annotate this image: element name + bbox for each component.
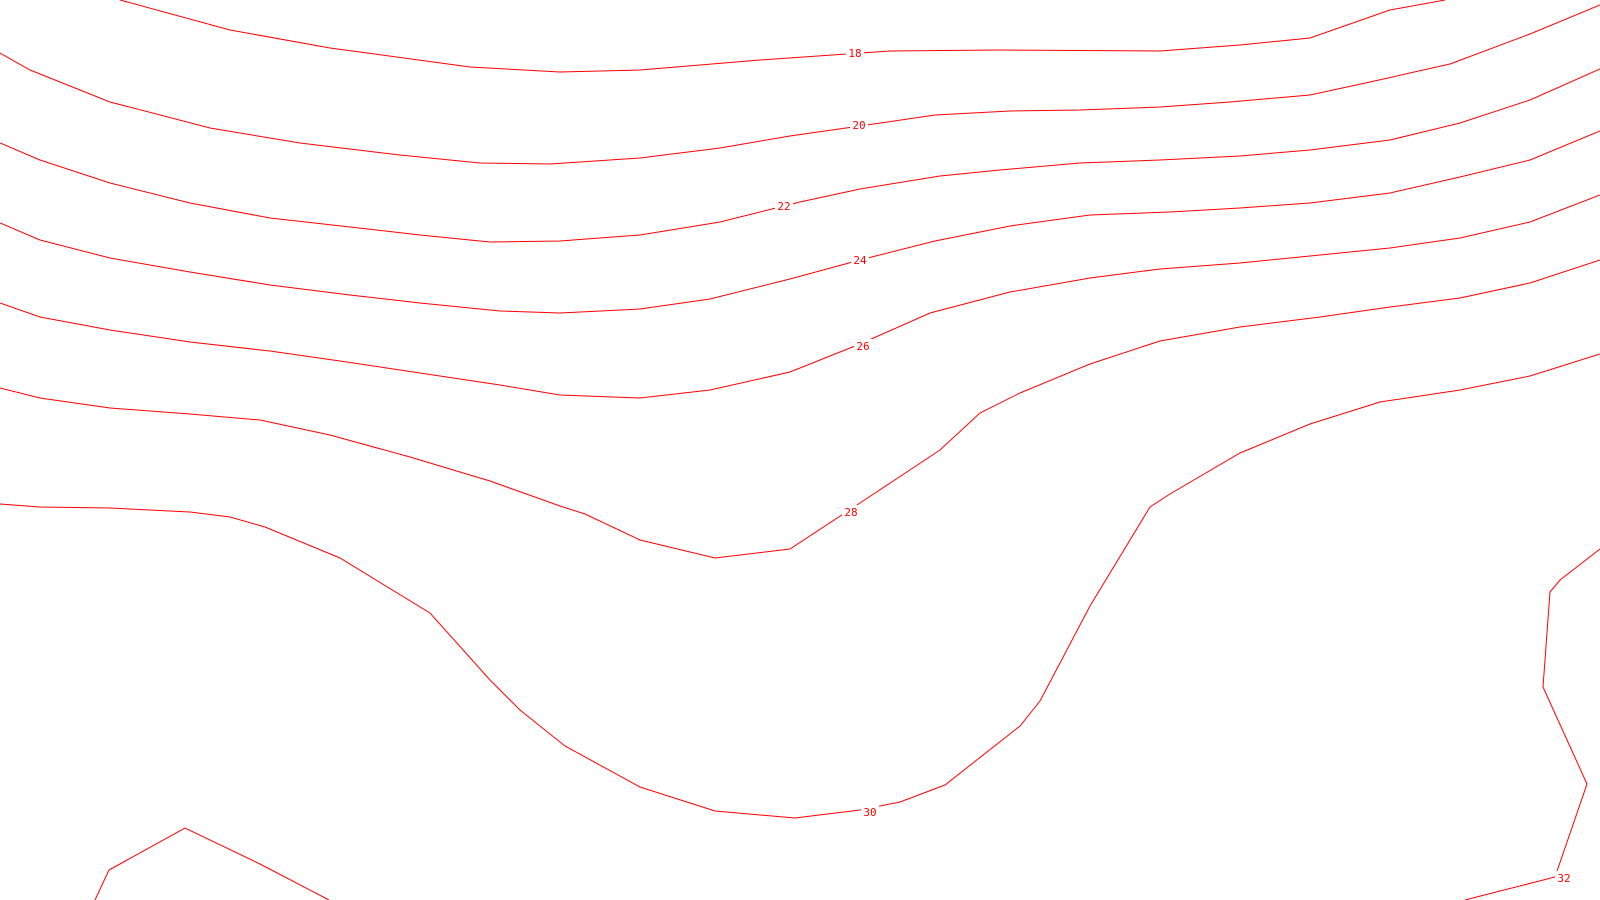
contour-label-26: 26 (854, 339, 872, 353)
contour-label-22-text: 22 (777, 200, 790, 213)
contour-label-32: 32 (1555, 871, 1573, 885)
contour-label-30-text: 30 (863, 806, 876, 819)
contour-label-26-text: 26 (856, 340, 869, 353)
contour-label-18: 18 (846, 46, 864, 60)
contour-line-20 (0, 68, 1600, 243)
contour-line-28 (0, 353, 1600, 819)
contour-label-20-text: 20 (852, 119, 865, 132)
contour-line-32 (94, 827, 330, 900)
contour-line-18 (0, 4, 1600, 165)
contour-line-26 (0, 259, 1600, 559)
contour-label-28: 28 (842, 505, 860, 519)
contour-label-22: 22 (775, 199, 793, 213)
contour-label-24-text: 24 (853, 254, 867, 267)
contour-label-32-text: 32 (1557, 872, 1570, 885)
contour-line-16 (119, 0, 1446, 73)
contour-labels: 18 20 22 24 26 28 30 32 (775, 46, 1573, 885)
contour-label-20: 20 (850, 118, 868, 132)
contour-label-28-text: 28 (844, 506, 857, 519)
contour-line-24 (0, 194, 1600, 399)
contour-line-22 (0, 130, 1600, 314)
contour-line-30 (1464, 548, 1600, 900)
contour-label-24: 24 (851, 253, 869, 267)
contour-label-18-text: 18 (848, 47, 861, 60)
contour-label-30: 30 (861, 805, 879, 819)
